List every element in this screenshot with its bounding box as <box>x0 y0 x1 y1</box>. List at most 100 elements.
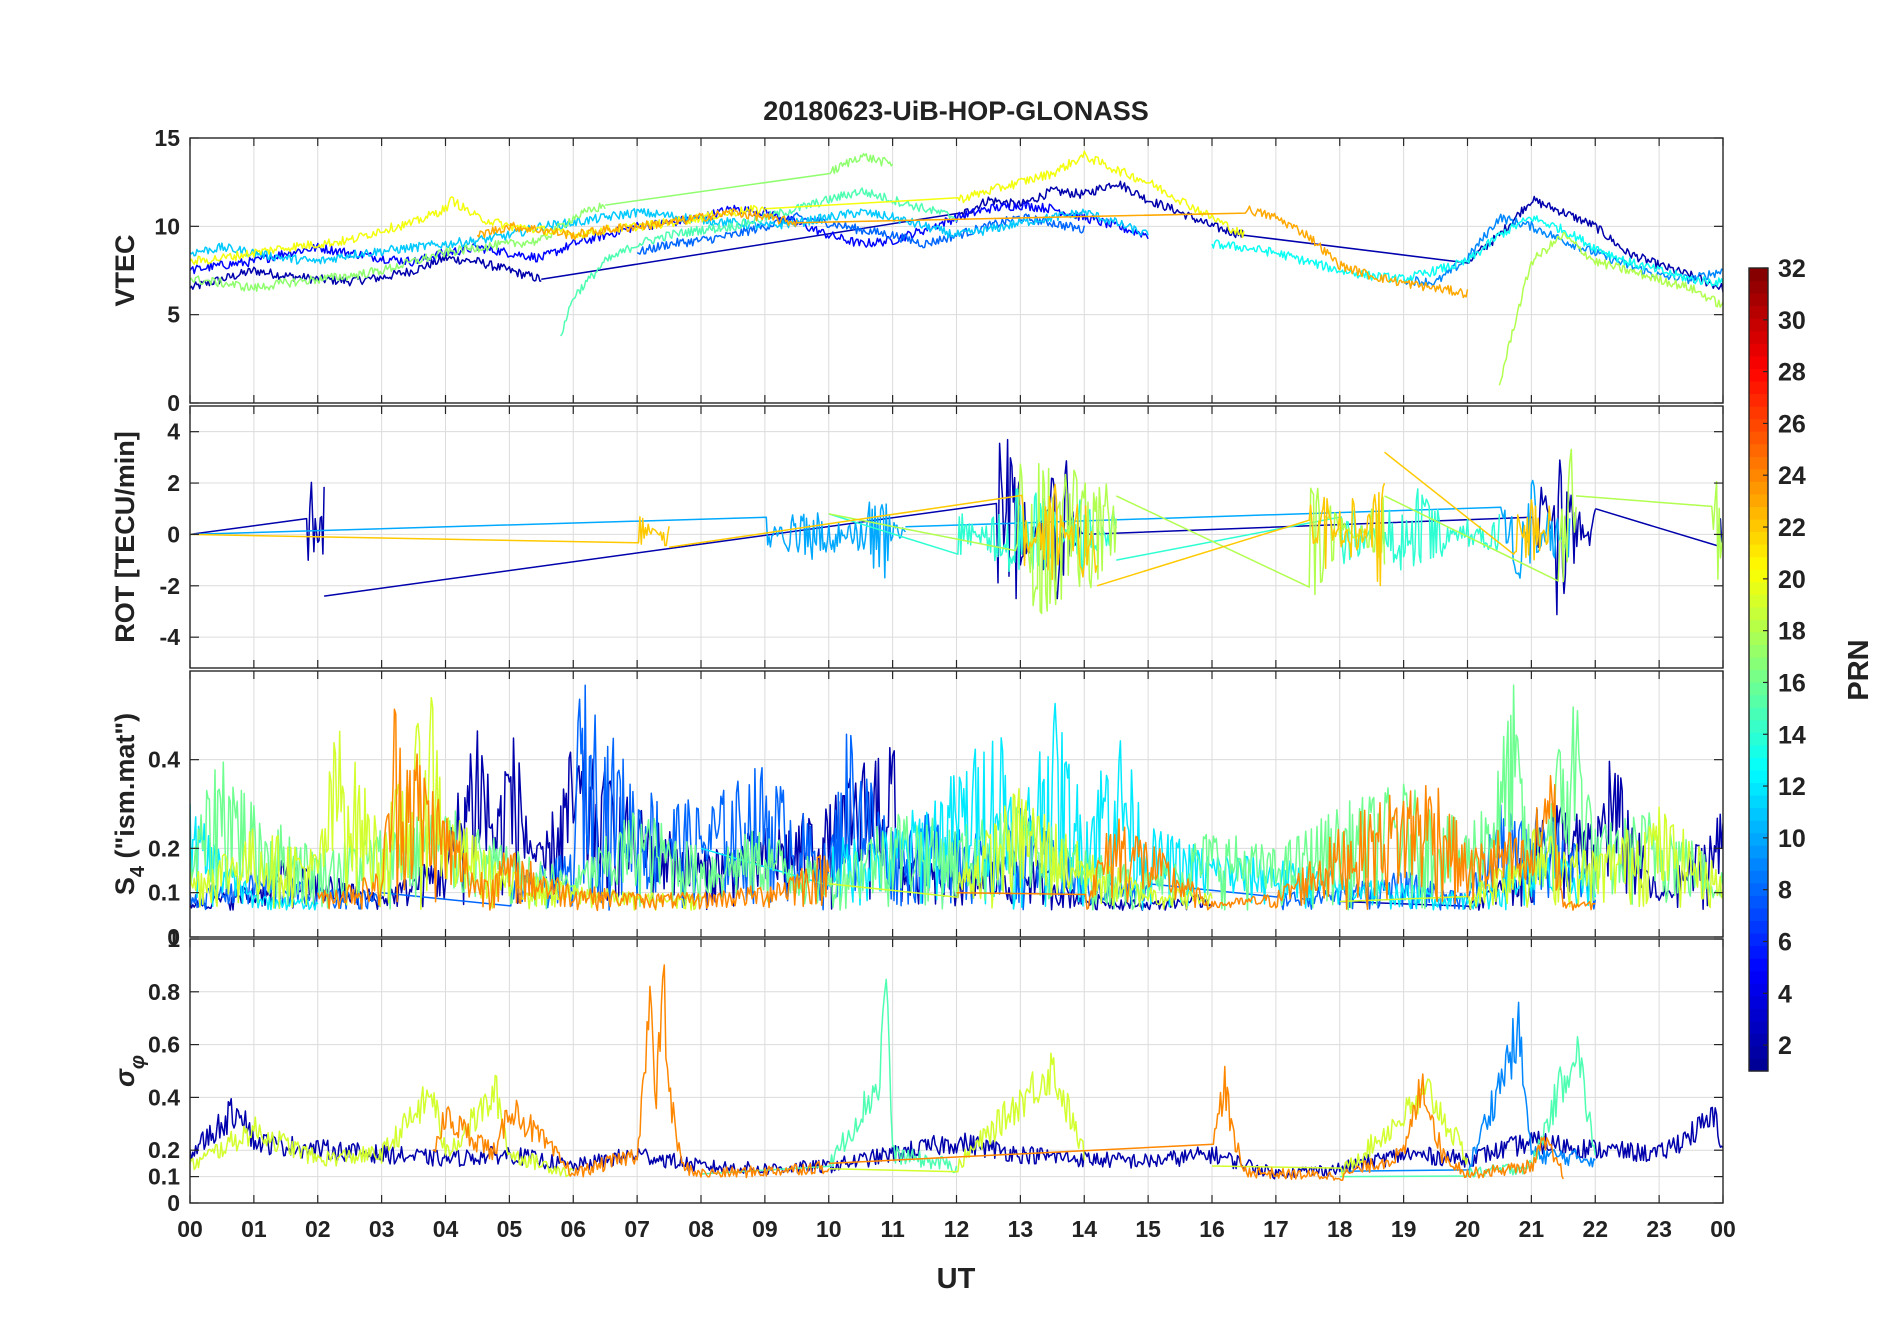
colorbar-tick-label: 6 <box>1778 928 1792 956</box>
colorbar-swatch <box>1749 1058 1768 1072</box>
x-tick-label: 13 <box>1008 1216 1034 1242</box>
colorbar-swatch <box>1749 518 1768 533</box>
colorbar-tick-label: 18 <box>1778 618 1806 646</box>
x-tick-label: 11 <box>880 1216 905 1242</box>
colorbar-swatch <box>1749 606 1768 620</box>
colorbar-tick-label: 26 <box>1778 410 1806 438</box>
x-tick-label: 19 <box>1391 1216 1417 1242</box>
colorbar-swatch <box>1749 619 1768 633</box>
x-tick-label: 08 <box>688 1216 714 1242</box>
colorbar-frame <box>1748 267 1769 1072</box>
y-tick-label: 0 <box>167 521 180 547</box>
colorbar-tick-label: 20 <box>1778 566 1806 594</box>
colorbar-swatch <box>1749 644 1768 658</box>
colorbar-swatch <box>1749 995 1768 1009</box>
y-tick-label: 0.1 <box>148 880 180 906</box>
y-tick-label: 0 <box>167 1190 180 1216</box>
colorbar-swatch <box>1749 970 1768 984</box>
x-tick-label: 03 <box>369 1216 395 1242</box>
y-tick-label: 10 <box>154 213 180 239</box>
series-line-prn-5 <box>190 201 1149 275</box>
colorbar-tick-label: 12 <box>1778 773 1806 801</box>
colorbar-swatch <box>1749 268 1768 282</box>
x-tick-label: 18 <box>1327 1216 1353 1242</box>
colorbar-swatch <box>1749 1020 1768 1034</box>
colorbar-swatch <box>1749 293 1768 307</box>
y-axis-label: S4 ("ism.mat") <box>110 713 149 895</box>
colorbar-swatch <box>1749 958 1768 972</box>
colorbar-swatch <box>1749 418 1768 432</box>
x-tick-label: 15 <box>1135 1216 1161 1242</box>
colorbar-swatch <box>1749 682 1768 696</box>
colorbar-tick-label: 32 <box>1778 255 1806 283</box>
x-tick-label: 12 <box>944 1216 970 1242</box>
colorbar-swatch <box>1749 431 1768 445</box>
colorbar-swatch <box>1749 406 1768 420</box>
series-line-prn-10 <box>190 479 1571 579</box>
y-axis-label: ROT [TECU/min] <box>110 431 140 642</box>
colorbar-swatch <box>1749 531 1768 545</box>
colorbar-swatch <box>1749 932 1768 947</box>
colorbar-swatch <box>1749 882 1768 896</box>
x-tick-label: 23 <box>1646 1216 1672 1242</box>
x-axis-label: UT <box>937 1263 976 1295</box>
panel-3: 0 0.1 0.2 0.4S4 ("ism.mat") <box>110 670 1724 950</box>
colorbar-swatch <box>1749 393 1768 407</box>
x-tick-label: 00 <box>1710 1216 1736 1242</box>
x-tick-label: 16 <box>1199 1216 1225 1242</box>
colorbar-swatch <box>1749 594 1768 608</box>
series-line-prn-2 <box>190 1097 1723 1180</box>
series-line-prn-12 <box>190 702 1597 911</box>
colorbar-swatch <box>1749 945 1768 959</box>
x-tick-label: 22 <box>1582 1216 1608 1242</box>
y-tick-label: 0 <box>167 390 180 416</box>
series-line-prn-2 <box>190 180 1723 293</box>
x-tick-label: 00 <box>177 1216 203 1242</box>
colorbar-label: PRN <box>1843 639 1875 700</box>
colorbar-swatch <box>1749 544 1768 558</box>
y-tick-label: -4 <box>160 624 181 650</box>
colorbar-tick-label: 22 <box>1778 514 1806 542</box>
series-line-prn-22 <box>190 451 1552 587</box>
panel-1: 0 5 10 15 VTEC <box>110 125 1724 416</box>
series-group <box>190 964 1723 1182</box>
colorbar-swatch <box>1749 1033 1768 1047</box>
colorbar-swatch <box>1749 456 1768 470</box>
y-tick-label: 0.4 <box>148 1084 180 1110</box>
colorbar-tick-label: 2 <box>1778 1032 1792 1060</box>
colorbar-swatch <box>1749 280 1768 294</box>
colorbar-swatch <box>1749 907 1768 922</box>
x-tick-label: 05 <box>497 1216 523 1242</box>
x-tick-label: 20 <box>1455 1216 1481 1242</box>
y-tick-label: -2 <box>160 573 180 599</box>
colorbar-swatch <box>1749 1045 1768 1060</box>
colorbar-swatch <box>1749 832 1768 846</box>
colorbar-swatch <box>1749 757 1768 771</box>
colorbar-swatch <box>1749 656 1768 671</box>
colorbar-tick-label: 16 <box>1778 669 1806 697</box>
x-tick-label: 10 <box>816 1216 842 1242</box>
colorbar-swatch <box>1749 305 1768 319</box>
colorbar-swatch <box>1749 493 1768 507</box>
y-axis-label: σφ <box>110 1055 149 1087</box>
x-tick-label: 07 <box>624 1216 650 1242</box>
colorbar-swatch <box>1749 443 1768 457</box>
x-tick-label: 14 <box>1071 1216 1097 1242</box>
series-line-prn-24 <box>432 964 1564 1182</box>
x-tick-label: 02 <box>305 1216 331 1242</box>
series-line-prn-9 <box>1339 1001 1596 1173</box>
colorbar-swatch <box>1749 857 1768 871</box>
colorbar-swatch <box>1749 506 1768 520</box>
colorbar-swatch <box>1749 669 1768 683</box>
colorbar-swatch <box>1749 983 1768 997</box>
colorbar-swatch <box>1749 556 1768 570</box>
y-tick-label: 0.2 <box>148 1137 180 1163</box>
colorbar-swatch <box>1749 368 1768 382</box>
series-line-prn-23 <box>476 205 1469 299</box>
series-line-prn-15 <box>559 187 958 337</box>
x-axis: 00 01 02 03 04 05 06 07 08 09 10 11 12 13 14 15 16 17 18 19… <box>177 1216 1736 1242</box>
y-tick-label: 0.2 <box>148 835 180 861</box>
series-group <box>190 684 1723 912</box>
colorbar-tick-label: 4 <box>1778 980 1792 1008</box>
